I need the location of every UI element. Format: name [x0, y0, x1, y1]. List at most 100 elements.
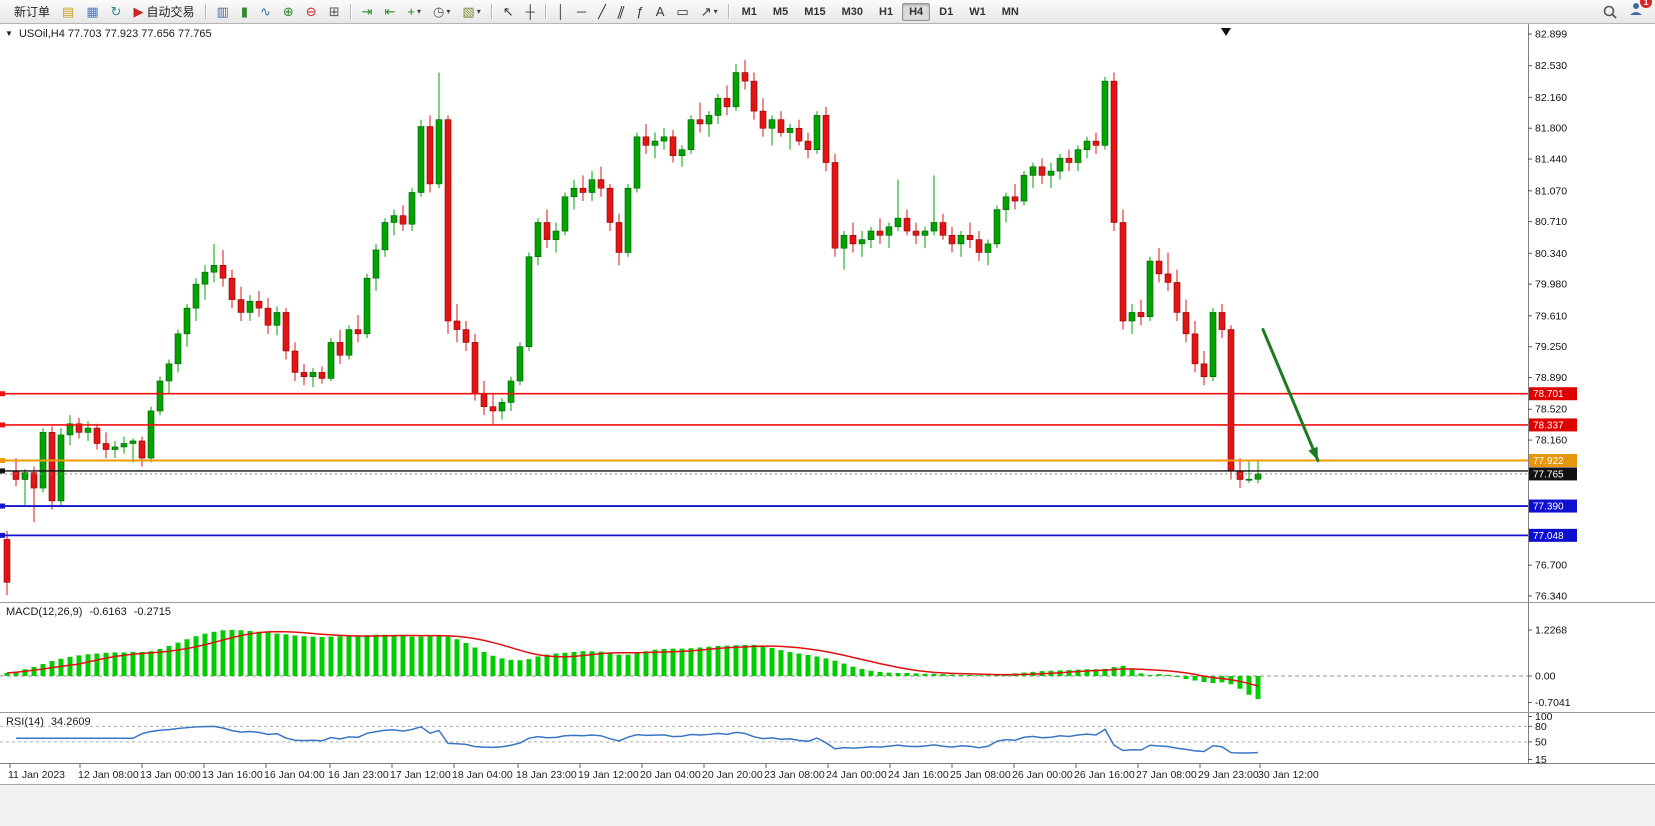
- profiles-icon[interactable]: ▦: [81, 1, 103, 23]
- toolbar-separator: [204, 4, 207, 19]
- cursor-icon[interactable]: ↖: [498, 1, 519, 23]
- timeframe-d1[interactable]: D1: [939, 5, 954, 18]
- profiles-icon: ▦: [86, 4, 99, 19]
- svg-text:80.710: 80.710: [1535, 216, 1567, 228]
- time-label: 12 Jan 08:00: [78, 769, 139, 781]
- tile-windows-icon[interactable]: ⊞: [324, 1, 345, 23]
- refresh-icon[interactable]: ↻: [106, 1, 127, 23]
- timeframe-m30[interactable]: M30: [841, 5, 863, 18]
- line-chart-icon[interactable]: ∿: [255, 1, 276, 23]
- account-icon[interactable]: 1: [1628, 0, 1652, 22]
- svg-text:77.048: 77.048: [1533, 531, 1564, 542]
- time-label: 25 Jan 08:00: [950, 769, 1011, 781]
- arrows-icon[interactable]: ↗ ▾: [696, 1, 723, 23]
- indicators-icon[interactable]: + ▾: [402, 1, 426, 23]
- horizontal-line-icon[interactable]: ─: [572, 1, 591, 23]
- svg-text:82.160: 82.160: [1535, 92, 1567, 104]
- auto-scroll-icon: ⇥: [361, 4, 373, 19]
- chart-canvas[interactable]: 82.899 82.530 82.160 81.800 81.440 81.070 80.7…: [0, 24, 1655, 826]
- timeframe-h4[interactable]: H4: [902, 2, 931, 21]
- dropdown-caret-icon: ▾: [446, 7, 451, 16]
- price-tags: 78.701 78.337 77.922 77.765 77.390 77.048: [1529, 387, 1577, 542]
- svg-text:77.390: 77.390: [1533, 502, 1564, 513]
- vertical-line-icon[interactable]: │: [552, 1, 570, 23]
- new-order-button[interactable]: 新订单: [6, 1, 55, 23]
- trendline-icon[interactable]: ╱: [593, 1, 611, 23]
- candlestick-chart-icon[interactable]: ▮: [236, 1, 253, 23]
- templates-icon[interactable]: ▧ ▾: [457, 1, 485, 23]
- zoom-out-icon[interactable]: ⊖: [301, 1, 322, 23]
- svg-text:78.160: 78.160: [1535, 435, 1567, 447]
- bar-chart-icon: ▥: [216, 4, 229, 19]
- tile-windows-icon: ⊞: [328, 4, 340, 19]
- svg-text:76.700: 76.700: [1535, 560, 1567, 572]
- annotations[interactable]: [1221, 28, 1320, 463]
- zoom-in-icon: ⊕: [282, 4, 294, 19]
- indicators-icon: +: [407, 4, 416, 19]
- svg-text:78.520: 78.520: [1535, 404, 1567, 416]
- time-label: 16 Jan 04:00: [264, 769, 325, 781]
- label-icon[interactable]: ▭: [671, 1, 693, 23]
- candlestick-chart-icon: ▮: [240, 4, 248, 19]
- fibonacci-icon[interactable]: ƒ: [632, 1, 649, 23]
- svg-text:82.899: 82.899: [1535, 29, 1567, 41]
- toolbar-separator: [727, 4, 730, 19]
- zoom-in-icon[interactable]: ⊕: [278, 1, 299, 23]
- text-icon[interactable]: A: [651, 1, 670, 23]
- dropdown-caret-icon: ▾: [476, 7, 481, 16]
- timeframe-m1[interactable]: M1: [741, 5, 757, 18]
- templates-icon: ▧: [462, 4, 475, 19]
- text-icon: A: [655, 4, 665, 19]
- channel-icon[interactable]: ∥: [613, 1, 630, 23]
- periods-icon[interactable]: ◷ ▾: [428, 1, 455, 23]
- toolbar-separator: [490, 4, 493, 19]
- bar-chart-icon[interactable]: ▥: [212, 1, 234, 23]
- svg-text:79.610: 79.610: [1535, 310, 1567, 322]
- time-label: 24 Jan 16:00: [888, 769, 949, 781]
- refresh-icon: ↻: [110, 4, 122, 19]
- time-label: 11 Jan 2023: [8, 769, 65, 781]
- chart-shift-icon[interactable]: ⇤: [380, 1, 401, 23]
- time-label: 20 Jan 20:00: [702, 769, 763, 781]
- auto-scroll-icon[interactable]: ⇥: [357, 1, 378, 23]
- svg-text:80: 80: [1535, 721, 1547, 733]
- timeframe-mn[interactable]: MN: [1001, 5, 1019, 18]
- svg-text:77.922: 77.922: [1533, 456, 1564, 467]
- toolbar-right-group: 1: [1602, 0, 1652, 22]
- timeframe-m5[interactable]: M5: [772, 5, 789, 18]
- time-label: 29 Jan 23:00: [1198, 769, 1259, 781]
- vertical-line-icon: │: [556, 4, 565, 19]
- crosshair-icon[interactable]: ┼: [521, 1, 540, 23]
- timeframe-w1[interactable]: W1: [969, 5, 986, 18]
- timeframe-h1[interactable]: H1: [879, 5, 894, 18]
- autotrading-button[interactable]: ▶ 自动交易: [129, 1, 200, 23]
- svg-text:-0.7041: -0.7041: [1535, 697, 1571, 709]
- svg-text:79.250: 79.250: [1535, 341, 1567, 353]
- search-icon[interactable]: [1602, 4, 1618, 20]
- svg-text:0.00: 0.00: [1535, 671, 1556, 683]
- time-label: 27 Jan 08:00: [1136, 769, 1197, 781]
- svg-text:100: 100: [1535, 711, 1553, 723]
- dropdown-caret-icon: ▾: [713, 7, 718, 16]
- time-label: 17 Jan 12:00: [390, 769, 451, 781]
- svg-text:80.340: 80.340: [1535, 248, 1567, 260]
- zoom-out-icon: ⊖: [305, 4, 317, 19]
- price-axis: 82.899 82.530 82.160 81.800 81.440 81.070 80.7…: [1528, 24, 1567, 764]
- svg-text:82.530: 82.530: [1535, 60, 1567, 72]
- new-chart-icon[interactable]: ▤: [57, 1, 79, 23]
- autotrading-icon: ▶: [133, 4, 144, 19]
- time-label: 30 Jan 12:00: [1258, 769, 1319, 781]
- top-marker-icon: [1221, 28, 1231, 36]
- pane-dividers[interactable]: [0, 602, 1655, 713]
- svg-text:81.800: 81.800: [1535, 123, 1567, 135]
- horizontal-level-lines[interactable]: [0, 391, 1528, 538]
- macd-indicator: 1.2268 0.00 -0.7041: [0, 624, 1571, 709]
- timeframe-m15[interactable]: M15: [804, 5, 826, 18]
- chart-area[interactable]: 82.899 82.530 82.160 81.800 81.440 81.070 80.7…: [0, 24, 1655, 826]
- trendline-icon: ╱: [598, 4, 606, 19]
- new-order-button-label: 新订单: [14, 5, 51, 19]
- cursor-icon: ↖: [502, 4, 514, 19]
- trend-arrow: [1261, 328, 1320, 463]
- svg-text:76.340: 76.340: [1535, 591, 1567, 603]
